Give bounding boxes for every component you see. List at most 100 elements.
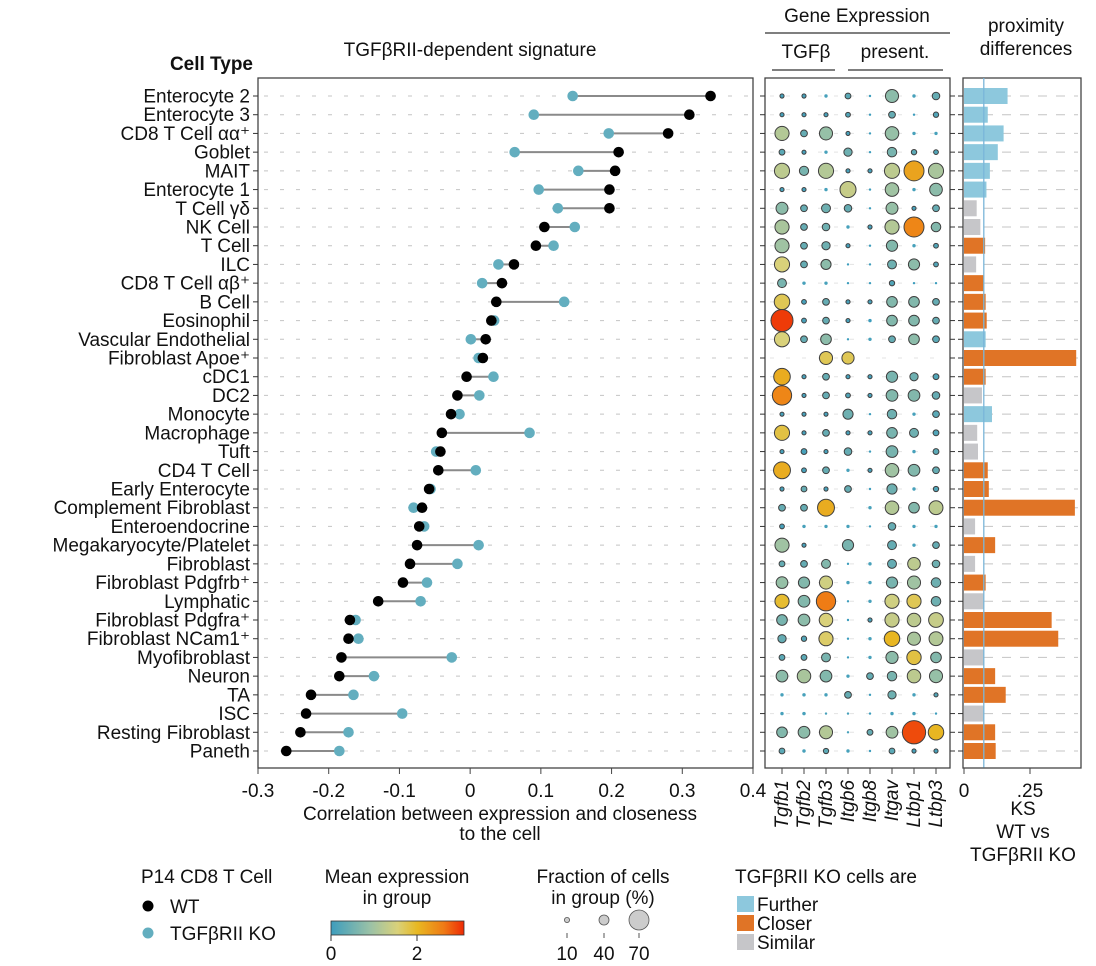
expression-dot [801, 374, 807, 380]
wt-point [445, 408, 457, 420]
expression-dot [887, 522, 897, 531]
wt-point [461, 371, 472, 383]
expression-dot [912, 131, 916, 136]
wt-point [662, 128, 674, 139]
expression-dot [818, 725, 834, 740]
wt-point [486, 315, 497, 326]
expression-dot [868, 599, 872, 603]
proximity-bar [964, 368, 986, 385]
expression-dot [797, 613, 811, 627]
expression-dot [820, 258, 832, 270]
wt-point [604, 184, 615, 195]
cell-type-label: CD4 T Cell [158, 461, 250, 482]
x-tick-label: -0.1 [383, 781, 416, 802]
expression-dot [886, 670, 898, 682]
expression-dot [883, 630, 901, 647]
ko-point [396, 708, 408, 719]
expression-dot [777, 634, 787, 644]
expression-dot [824, 187, 828, 192]
fraction-size-legend: Fraction of cells in group (%) 10 40 70 [536, 867, 669, 965]
ko-point [446, 652, 458, 663]
expression-dot [800, 448, 808, 455]
expression-dot [779, 187, 785, 193]
wt-point [508, 259, 520, 270]
wt-point [295, 726, 306, 738]
expression-dot [846, 468, 850, 472]
colorbar-tick-label: 0 [326, 944, 337, 965]
proximity-bar [964, 686, 1006, 703]
expression-dot [906, 593, 922, 609]
expression-dot [888, 747, 896, 755]
expression-dot [846, 281, 850, 285]
expression-dot [867, 224, 873, 230]
lollipop-title: TGFβRII-dependent signature [344, 40, 597, 61]
expression-dot [928, 500, 944, 516]
proximity-title-line1: proximity [988, 16, 1065, 37]
wt-point [336, 652, 347, 663]
expression-dot [841, 539, 855, 552]
expression-dot [801, 93, 807, 99]
expression-dot [846, 656, 850, 659]
cell-type-label: Paneth [190, 742, 250, 763]
gene-group-label-tgfb: TGFβ [782, 42, 831, 63]
lollipop-panel-frame [257, 77, 754, 769]
expression-dot [801, 317, 807, 324]
wt-point [416, 502, 428, 514]
expression-dot [907, 463, 921, 477]
wt-point [334, 670, 345, 682]
expression-dot [868, 188, 872, 191]
expression-dot [887, 259, 897, 270]
expression-dot [868, 749, 872, 753]
expression-dot [927, 724, 945, 741]
expression-dot [884, 463, 900, 478]
ks-axis-title-line3: TGFβRII KO [970, 845, 1076, 866]
genotype-legend-title: P14 CD8 T Cell [141, 867, 272, 888]
expression-dot [912, 281, 916, 285]
expression-dot [774, 219, 790, 235]
proximity-bar [964, 406, 992, 423]
gene-label: Ltbp1 [904, 780, 925, 828]
proximity-bar [964, 293, 986, 310]
expression-dot [868, 113, 872, 116]
cell-type-label: Fibroblast [167, 554, 251, 575]
proximity-bar [964, 481, 989, 497]
expression-dot [867, 617, 873, 623]
expression-dot [934, 281, 938, 285]
expression-dot [903, 216, 925, 238]
ks-axis-title-line1: KS [1010, 799, 1035, 820]
expression-dot [931, 91, 941, 101]
gene-label: Tgfb3 [816, 780, 837, 829]
expression-dot [846, 600, 850, 603]
expression-dot [778, 560, 786, 568]
expression-dot [798, 165, 810, 176]
ko-point [558, 296, 570, 308]
dotplot-marks [770, 88, 945, 755]
expression-dot [868, 412, 872, 416]
expression-dot [846, 749, 850, 753]
wt-legend-label: WT [170, 897, 200, 918]
expression-dot [887, 690, 897, 700]
expression-dot [773, 367, 791, 386]
expression-dot [886, 483, 898, 495]
wt-point [530, 240, 542, 252]
expression-dot [885, 445, 899, 458]
gene-label: Tgfb2 [794, 780, 815, 829]
proximity-bar [964, 181, 987, 198]
expression-dot [884, 593, 900, 609]
cell-type-label: Enteroendocrine [111, 517, 250, 538]
expression-dot [771, 385, 793, 406]
expression-dot [932, 204, 940, 213]
expression-dot [845, 392, 851, 399]
expression-dot [912, 543, 916, 547]
expression-dot [818, 575, 834, 590]
ko-point [603, 128, 615, 139]
expression-dot [932, 448, 940, 455]
proximity-bar [964, 237, 986, 254]
cell-type-label: Enterocyte 3 [143, 105, 250, 126]
expression-dot [819, 669, 833, 683]
cell-type-label: Macrophage [144, 423, 250, 444]
wt-legend-marker [142, 900, 154, 912]
expression-dot [911, 748, 917, 754]
wt-point [305, 689, 317, 701]
